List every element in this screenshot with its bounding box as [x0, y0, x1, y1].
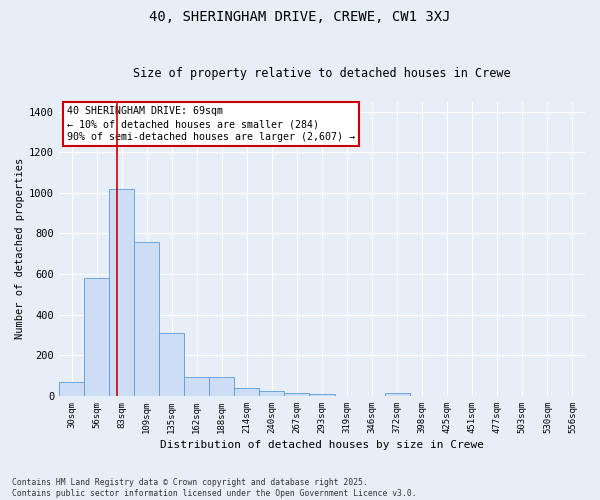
Bar — [184, 376, 209, 396]
Bar — [84, 278, 109, 396]
Bar — [235, 388, 259, 396]
Bar — [159, 333, 184, 396]
Bar — [209, 376, 235, 396]
X-axis label: Distribution of detached houses by size in Crewe: Distribution of detached houses by size … — [160, 440, 484, 450]
Bar — [385, 393, 410, 396]
Text: 40 SHERINGHAM DRIVE: 69sqm
← 10% of detached houses are smaller (284)
90% of sem: 40 SHERINGHAM DRIVE: 69sqm ← 10% of deta… — [67, 106, 355, 142]
Text: Contains HM Land Registry data © Crown copyright and database right 2025.
Contai: Contains HM Land Registry data © Crown c… — [12, 478, 416, 498]
Title: Size of property relative to detached houses in Crewe: Size of property relative to detached ho… — [133, 66, 511, 80]
Bar — [109, 189, 134, 396]
Text: 40, SHERINGHAM DRIVE, CREWE, CW1 3XJ: 40, SHERINGHAM DRIVE, CREWE, CW1 3XJ — [149, 10, 451, 24]
Bar — [284, 393, 310, 396]
Bar — [310, 394, 335, 396]
Bar — [259, 392, 284, 396]
Bar — [59, 382, 84, 396]
Y-axis label: Number of detached properties: Number of detached properties — [15, 158, 25, 340]
Bar — [134, 242, 159, 396]
